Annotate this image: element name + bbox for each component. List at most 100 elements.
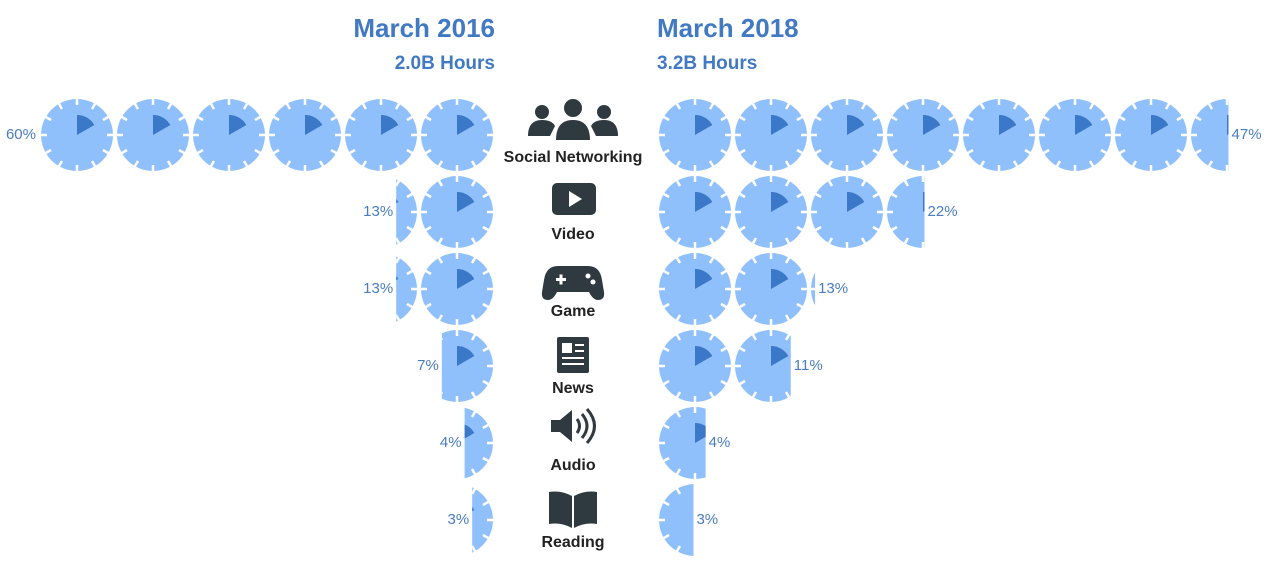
clock-tick xyxy=(1042,115,1050,122)
clock-tick xyxy=(424,115,432,122)
clock-tick xyxy=(872,192,880,199)
clock-tick xyxy=(120,115,128,122)
panel-title: March 2016 xyxy=(353,13,495,43)
clock-tick xyxy=(662,346,670,353)
clock-face xyxy=(441,330,493,402)
clock-tick xyxy=(1088,102,1095,110)
clock-tick xyxy=(424,192,432,199)
clock-hand xyxy=(229,115,247,135)
clock-row xyxy=(472,487,494,553)
clock-tick xyxy=(425,348,431,352)
clock-tick xyxy=(936,102,943,110)
clock-tick xyxy=(784,160,791,168)
clock-tick xyxy=(738,192,746,199)
clock-tick xyxy=(675,160,682,168)
clock-tick xyxy=(272,115,280,122)
clock-tick xyxy=(1100,115,1108,122)
clock-tick xyxy=(396,179,401,187)
clock-tick xyxy=(662,500,670,507)
clock-tick xyxy=(242,102,249,110)
clock-tick xyxy=(196,115,204,122)
clock-tick xyxy=(720,148,728,155)
clock-tick xyxy=(708,102,715,110)
value-label: 47% xyxy=(1232,126,1262,143)
clock-face xyxy=(887,176,925,248)
clock-tick xyxy=(1176,148,1184,155)
clock-tick xyxy=(796,115,804,122)
clock-tick xyxy=(784,333,791,341)
clock-tick xyxy=(406,115,414,122)
clock-tick xyxy=(363,315,367,321)
clock-row xyxy=(425,329,494,403)
clock-tick xyxy=(439,411,443,417)
clock-tick xyxy=(814,148,822,155)
clock-tick xyxy=(470,468,477,476)
clock-tick xyxy=(178,148,186,155)
clock-tick xyxy=(796,148,804,155)
clock-row xyxy=(425,407,494,479)
clock-tick xyxy=(710,488,714,494)
clock-hand xyxy=(695,269,713,289)
clock-tick xyxy=(482,302,490,309)
clock-tick xyxy=(966,148,974,155)
clock-tick xyxy=(710,411,714,417)
clock-face xyxy=(659,407,706,479)
clock-tick xyxy=(1024,115,1032,122)
clock-tick xyxy=(437,256,444,264)
clock-tick xyxy=(348,148,356,155)
clock-tick xyxy=(966,115,974,122)
clock-tick xyxy=(814,270,816,273)
clock-tick xyxy=(720,302,728,309)
clock-tick xyxy=(424,302,432,309)
icon-news xyxy=(557,337,589,373)
value-label: 4% xyxy=(440,434,462,451)
clock-tick xyxy=(675,468,682,476)
icon-people xyxy=(528,99,618,140)
category-label: Audio xyxy=(550,457,596,474)
clock-tick xyxy=(1194,115,1202,122)
clock-tick xyxy=(482,423,490,430)
clock-hand xyxy=(1227,115,1229,135)
clock-tick xyxy=(796,192,804,199)
clock-tick xyxy=(890,225,898,232)
clock-tick xyxy=(1194,148,1202,155)
clock-tick xyxy=(396,237,401,245)
clock-row xyxy=(658,98,1229,172)
clock-tick xyxy=(330,148,338,155)
clock-tick xyxy=(675,256,682,264)
clock-tick xyxy=(285,102,292,110)
clock-tick xyxy=(425,425,431,429)
clock-tick xyxy=(720,346,728,353)
clock-row xyxy=(658,406,714,480)
clock-tick xyxy=(242,160,249,168)
clock-tick xyxy=(470,333,477,341)
clock-tick xyxy=(751,391,758,399)
clock-tick xyxy=(860,237,867,245)
clock-hand xyxy=(695,115,713,135)
value-label: 13% xyxy=(363,203,393,220)
clock-hand xyxy=(396,276,399,281)
icon-audio xyxy=(551,408,596,444)
clock-tick xyxy=(675,333,682,341)
clock-tick xyxy=(872,225,880,232)
clock-tick xyxy=(470,256,477,264)
clock-tick xyxy=(133,160,140,168)
clock-tick xyxy=(675,545,682,553)
clock-hand xyxy=(771,192,789,212)
clock-tick xyxy=(1131,102,1138,110)
clock-tick xyxy=(827,160,834,168)
clock-tick xyxy=(738,225,746,232)
clock-tick xyxy=(437,102,444,110)
icon-game xyxy=(541,266,605,300)
category-label: Game xyxy=(551,303,596,320)
clock-row xyxy=(396,175,494,249)
clock-tick xyxy=(662,115,670,122)
clock-tick xyxy=(721,502,727,506)
clock-tick xyxy=(662,302,670,309)
clock-tick xyxy=(437,237,444,245)
clock-tick xyxy=(349,271,355,275)
clock-tick xyxy=(936,160,943,168)
clock-tick xyxy=(708,256,715,264)
clock-hand xyxy=(695,192,713,212)
clock-hand xyxy=(396,199,399,204)
